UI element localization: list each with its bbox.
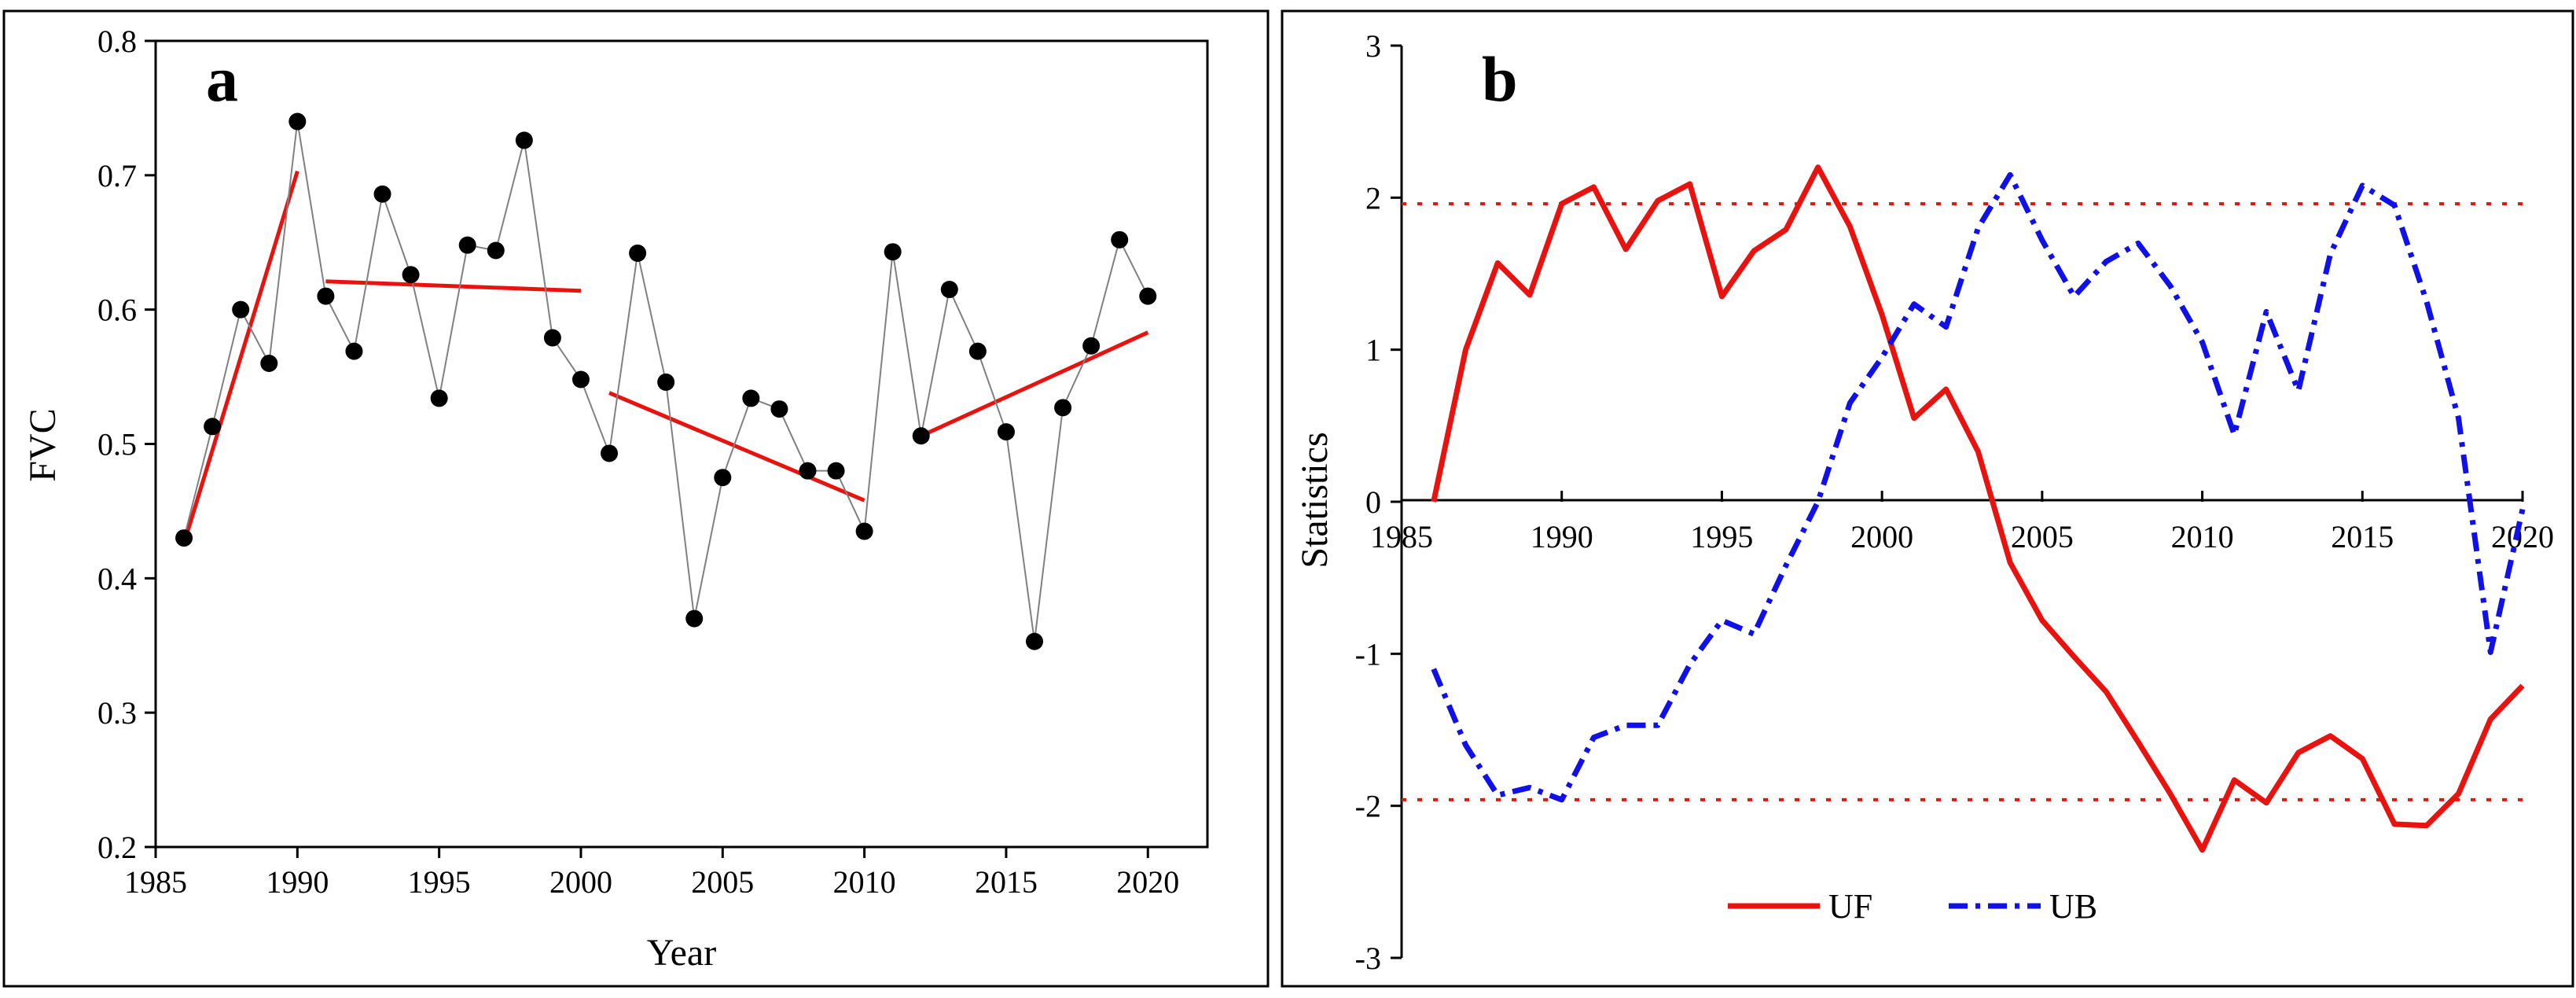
fvc-point (1054, 399, 1072, 417)
fvc-point (204, 418, 222, 436)
panel-b-axis-ticks: 1985 1990 1995 2000 2005 2010 2015 2020 -3 -2 -1 0 1… (1355, 28, 2554, 976)
x-tick-label: 2010 (2171, 519, 2234, 554)
panel-b-reference-lines (1402, 202, 2523, 801)
trend-line (920, 330, 1149, 438)
x-tick-label: 2010 (833, 864, 896, 900)
fvc-point (742, 389, 760, 407)
fvc-point (373, 185, 391, 203)
panel-a-ylabel: FVC (22, 408, 64, 481)
fvc-point (1139, 287, 1157, 305)
fvc-point (345, 342, 363, 360)
fvc-point (458, 236, 476, 254)
x-tick-label: 2020 (1116, 864, 1179, 900)
x-tick-label: 2000 (1850, 519, 1913, 554)
legend-uf-label: UF (1828, 887, 1872, 926)
x-tick-label: 1985 (1370, 519, 1433, 554)
fvc-point (1026, 632, 1044, 650)
y-tick-label: 0.5 (97, 427, 137, 462)
fvc-point (402, 266, 420, 284)
y-tick-label: 0.2 (97, 830, 137, 865)
fvc-point (543, 329, 561, 347)
x-tick-label: 2020 (2491, 519, 2554, 554)
y-tick-label: 2 (1365, 180, 1381, 215)
y-tick-label: 0.6 (97, 293, 137, 328)
y-tick-label: 3 (1365, 28, 1381, 64)
fvc-point (940, 281, 958, 299)
fvc-point (260, 355, 278, 372)
fvc-point (799, 462, 817, 480)
panel-a-frame (2, 9, 1270, 988)
ub-line (1431, 171, 2526, 803)
panel-b-label: b (1482, 43, 1518, 115)
fvc-point (571, 370, 590, 389)
fvc-point (827, 462, 845, 480)
y-tick-label: -3 (1355, 941, 1381, 976)
fvc-point (685, 609, 704, 628)
panel-b-frame (1281, 9, 2574, 988)
panel-a-series (175, 112, 1157, 650)
fvc-point (657, 373, 675, 391)
y-tick-label: 0.3 (97, 695, 137, 731)
fvc-point (884, 243, 902, 261)
x-tick-label: 1985 (124, 864, 187, 900)
x-tick-label: 2005 (691, 864, 754, 900)
fvc-point (912, 427, 930, 445)
x-tick-label: 1995 (1690, 519, 1753, 554)
fvc-point (1082, 337, 1101, 355)
fvc-point (601, 444, 619, 462)
y-tick-label: -2 (1355, 789, 1381, 824)
fvc-point (770, 400, 788, 418)
y-tick-label: 1 (1365, 333, 1381, 368)
fvc-point (175, 529, 193, 547)
panel-b-legend: UF UB (1728, 887, 2097, 926)
panel-a-plot-area (154, 39, 1209, 849)
fvc-point (714, 469, 732, 487)
fvc-point (487, 241, 505, 260)
fvc-point (430, 389, 448, 407)
fvc-point (629, 244, 647, 262)
trend-line (608, 391, 865, 503)
trend-line (182, 170, 299, 544)
legend-ub-label: UB (2049, 887, 2097, 926)
y-tick-label: 0.7 (97, 158, 137, 193)
fvc-point (515, 131, 533, 149)
fvc-point (288, 112, 307, 131)
panel-b-ylabel: Statistics (1294, 432, 1336, 568)
x-tick-label: 2015 (2331, 519, 2394, 554)
x-tick-label: 1990 (266, 864, 329, 900)
panel-a-trend-lines (182, 170, 1149, 544)
fvc-point (1111, 230, 1129, 249)
panel-a-label: a (206, 43, 238, 115)
uf-line (1431, 164, 2525, 853)
y-tick-label: -1 (1355, 636, 1381, 672)
fvc-point (317, 287, 335, 305)
x-tick-label: 1990 (1531, 519, 1593, 554)
fvc-point (997, 423, 1015, 441)
trend-line (325, 279, 582, 293)
y-tick-label: 0 (1365, 484, 1381, 520)
x-tick-label: 2015 (975, 864, 1038, 900)
fvc-point (968, 342, 987, 360)
y-tick-label: 0.8 (97, 24, 137, 59)
x-tick-label: 2000 (549, 864, 612, 900)
x-tick-label: 1995 (408, 864, 471, 900)
panel-a-axis-ticks: 1985 1990 1995 2000 2005 2010 2015 2020 0.2 0.3 0.… (97, 24, 1179, 900)
x-tick-label: 2005 (2011, 519, 2074, 554)
fvc-point (232, 300, 250, 319)
panel-a-xlabel: Year (647, 932, 716, 974)
y-tick-label: 0.4 (97, 561, 137, 596)
fvc-point (855, 522, 873, 540)
panel-b-series (1431, 164, 2526, 853)
